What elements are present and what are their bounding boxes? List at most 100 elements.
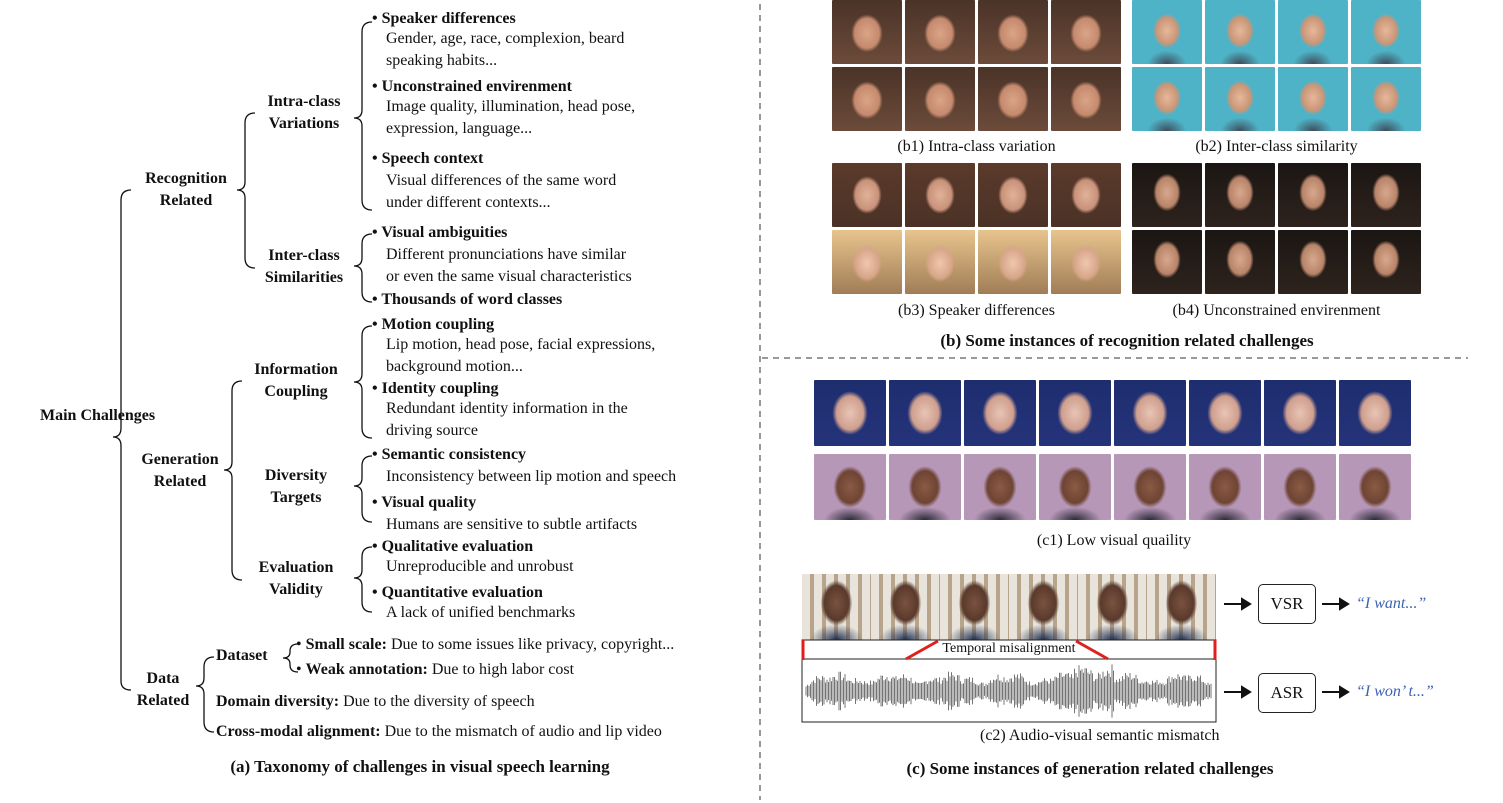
face-frame (889, 454, 961, 520)
video-frame (1147, 574, 1216, 640)
face-frame (1351, 0, 1421, 64)
face-frame (832, 67, 902, 131)
face-frame (1189, 380, 1261, 446)
face-frame (1132, 230, 1202, 294)
audio-waveform (805, 664, 1212, 718)
face-frame (1278, 230, 1348, 294)
face-frame (1264, 380, 1336, 446)
vsr-box: VSR (1258, 584, 1316, 624)
face-frame (964, 454, 1036, 520)
video-frame (1078, 574, 1147, 640)
caption-c1: (c1) Low visual quaility (1036, 532, 1192, 549)
caption-b1: (b1) Intra-class variation (897, 138, 1056, 155)
face-frame (1132, 67, 1202, 131)
face-frame (1278, 0, 1348, 64)
face-frame (978, 163, 1048, 227)
caption-a: (a) Taxonomy of challenges in visual spe… (230, 757, 610, 776)
video-frame (802, 574, 871, 640)
face-frame (1205, 0, 1275, 64)
face-frame (1205, 230, 1275, 294)
coupling-label: Information Coupling (254, 361, 338, 400)
asr-box: ASR (1258, 673, 1316, 713)
face-frame (1264, 454, 1336, 520)
face-frame (1339, 454, 1411, 520)
face-frame (1051, 0, 1121, 64)
face-frame (814, 454, 886, 520)
face-frame (905, 163, 975, 227)
video-frame (940, 574, 1009, 640)
item-qualitative: • Qualitative evaluation Unreproducible … (372, 538, 574, 575)
temporal-label: Temporal misalignment (942, 641, 1076, 656)
face-frame (1351, 230, 1421, 294)
face-frame (1051, 163, 1121, 227)
grid-b1 (832, 0, 1121, 131)
caption-c: (c) Some instances of generation related… (906, 759, 1274, 778)
data-label: Data Related (136, 670, 190, 709)
item-visual-quality: • Visual quality Humans are sensitive to… (372, 494, 638, 533)
video-frame (871, 574, 940, 640)
caption-b4: (b4) Unconstrained envirenment (1172, 302, 1381, 319)
item-small-scale: • Small scale: Due to some issues like p… (296, 636, 675, 653)
item-unconstrained: • Unconstrained envirenment Image qualit… (372, 78, 636, 137)
face-frame (1114, 454, 1186, 520)
face-frame (1132, 163, 1202, 227)
face-frame (1051, 230, 1121, 294)
face-frame (832, 0, 902, 64)
item-identity-coupling: • Identity coupling Redundant identity i… (372, 380, 628, 439)
evaluation-label: Evaluation Validity (258, 559, 334, 598)
face-frame (905, 67, 975, 131)
face-frame (1205, 67, 1275, 131)
face-frame (1278, 67, 1348, 131)
face-frame (1339, 380, 1411, 446)
dataset-label: Dataset (216, 647, 268, 664)
caption-b: (b) Some instances of recognition relate… (940, 331, 1314, 350)
face-frame (1051, 67, 1121, 131)
face-frame (1189, 454, 1261, 520)
item-speaker-differences: • Speaker differences Gender, age, race,… (372, 10, 625, 69)
face-frame (905, 230, 975, 294)
face-frame (814, 380, 886, 446)
face-frame (1114, 380, 1186, 446)
face-frame (832, 230, 902, 294)
item-motion-coupling: • Motion coupling Lip motion, head pose,… (372, 316, 656, 375)
face-frame (1039, 380, 1111, 446)
caption-b2: (b2) Inter-class similarity (1195, 138, 1358, 155)
face-frame (905, 0, 975, 64)
generation-label: Generation Related (141, 451, 219, 490)
face-frame (832, 163, 902, 227)
item-semantic-consistency: • Semantic consistency Inconsistency bet… (372, 446, 677, 485)
item-quantitative: • Quantitative evaluation A lack of unif… (372, 584, 576, 621)
grid-b2 (1132, 0, 1421, 131)
item-visual-ambiguities: • Visual ambiguities Different pronuncia… (372, 224, 632, 285)
grid-b4 (1132, 163, 1421, 294)
face-frame (964, 380, 1036, 446)
item-domain-diversity: Domain diversity: Due to the diversity o… (216, 693, 535, 710)
grid-c1 (814, 380, 1411, 520)
inter-label: Inter-class Similarities (264, 247, 344, 286)
caption-c2: (c2) Audio-visual semantic mismatch (980, 727, 1220, 744)
recognition-label: Recognition Related (145, 170, 227, 209)
grid-b3 (832, 163, 1121, 294)
intra-label: Intra-class Variations (267, 93, 341, 132)
face-frame (1205, 163, 1275, 227)
face-frame (1351, 67, 1421, 131)
video-frame (1009, 574, 1078, 640)
face-frame (1039, 454, 1111, 520)
face-frame (978, 0, 1048, 64)
face-frame (1351, 163, 1421, 227)
face-frame (978, 230, 1048, 294)
diversity-label: Diversity Targets (264, 467, 328, 506)
face-frame (889, 380, 961, 446)
vsr-output: “I want...” (1356, 595, 1427, 612)
asr-output: “I won’ t...” (1356, 683, 1434, 700)
caption-b3: (b3) Speaker differences (898, 302, 1055, 319)
face-frame (1278, 163, 1348, 227)
video-strip (802, 574, 1216, 640)
face-frame (978, 67, 1048, 131)
item-speech-context: • Speech context Visual differences of t… (372, 150, 617, 211)
item-weak-annotation: • Weak annotation: Due to high labor cos… (296, 661, 575, 678)
item-cross-modal: Cross-modal alignment: Due to the mismat… (216, 723, 662, 740)
item-thousands-classes: • Thousands of word classes (372, 291, 563, 308)
